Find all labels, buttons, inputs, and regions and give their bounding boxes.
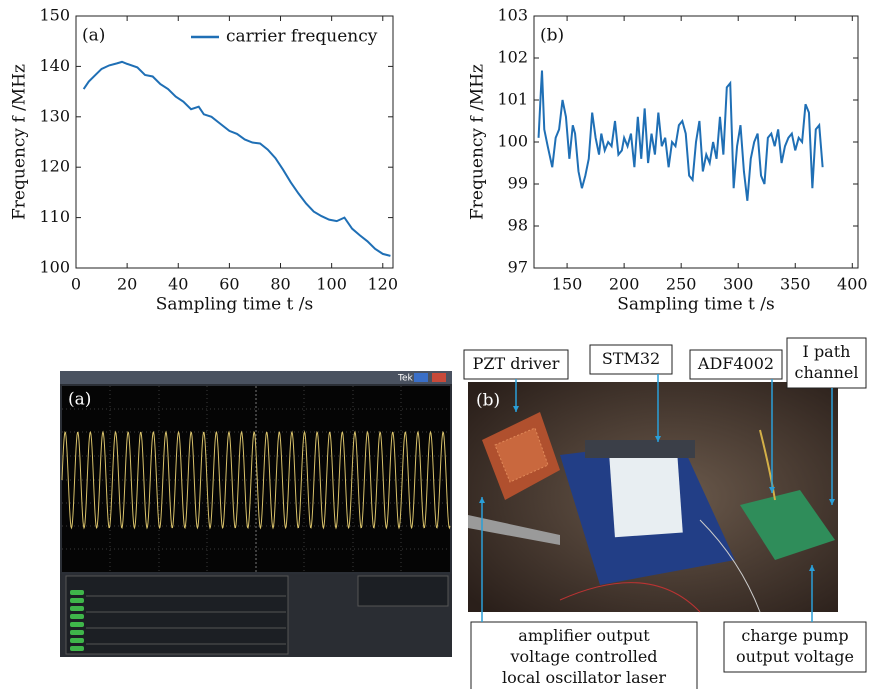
callout-box <box>589 344 673 375</box>
callout-box <box>723 621 867 673</box>
arrow-head <box>809 565 815 571</box>
y-tick-label: 150 <box>39 6 70 25</box>
y-tick-label: 120 <box>39 157 70 176</box>
arrow-head <box>769 487 775 493</box>
callout-text: charge pump <box>741 626 848 645</box>
x-tick-label: 200 <box>609 275 640 294</box>
y-tick-label: 102 <box>497 48 528 67</box>
arrow-head <box>513 406 519 412</box>
y-tick-label: 110 <box>39 207 70 226</box>
x-axis-label: Sampling time t /s <box>617 295 774 315</box>
x-axis-label: Sampling time t /s <box>156 295 313 315</box>
arrow-head <box>829 499 835 505</box>
x-tick-label: 150 <box>552 275 583 294</box>
x-tick-label: 80 <box>270 275 290 294</box>
y-tick-label: 101 <box>497 90 528 109</box>
callout-text: I path <box>803 342 851 361</box>
callout-text: amplifier output <box>518 626 650 645</box>
plot-frame <box>533 15 859 269</box>
y-tick-label: 103 <box>497 6 528 25</box>
callout-text: local oscillator laser <box>502 668 666 687</box>
callout-text: output voltage <box>736 647 854 666</box>
panel-label: (a) <box>82 26 105 46</box>
y-axis-label: Frequency f /MHz <box>10 64 30 220</box>
y-tick-label: 130 <box>39 106 70 125</box>
x-tick-label: 120 <box>368 275 399 294</box>
x-tick-label: 400 <box>837 275 868 294</box>
callout-text: voltage controlled <box>509 647 657 666</box>
y-axis-label: Frequency f /MHz <box>468 64 488 220</box>
x-tick-label: 0 <box>71 275 81 294</box>
x-tick-label: 20 <box>117 275 137 294</box>
x-tick-label: 350 <box>780 275 811 294</box>
x-tick-label: 60 <box>219 275 239 294</box>
callout-text: channel <box>795 363 859 382</box>
y-tick-label: 140 <box>39 56 70 75</box>
callout-text: ADF4002 <box>697 354 774 373</box>
panel-label: (b) <box>540 26 564 46</box>
callout-text: STM32 <box>602 349 660 368</box>
callout-box <box>689 349 783 380</box>
y-tick-label: 98 <box>508 216 528 235</box>
x-tick-label: 100 <box>316 275 347 294</box>
hardware-photo <box>468 382 838 613</box>
y-tick-label: 100 <box>497 132 528 151</box>
arrow-head <box>655 436 661 442</box>
arrow-head <box>479 497 485 503</box>
scope-brand: Tek <box>397 374 414 384</box>
callout-box <box>786 337 867 389</box>
oscilloscope-photo <box>60 371 452 657</box>
photo-label: (b) <box>476 391 500 411</box>
plot-frame <box>75 15 394 269</box>
x-tick-label: 300 <box>723 275 754 294</box>
legend-label: carrier frequency <box>226 27 378 47</box>
x-tick-label: 40 <box>168 275 188 294</box>
callout-text: PZT driver <box>473 354 560 373</box>
photo-label: (a) <box>68 390 91 410</box>
y-tick-label: 100 <box>39 258 70 277</box>
y-tick-label: 99 <box>508 174 528 193</box>
data-line <box>537 70 824 201</box>
y-tick-label: 97 <box>508 258 528 277</box>
callout-box <box>463 349 569 380</box>
data-line <box>82 60 391 257</box>
callout-box <box>470 621 698 689</box>
x-tick-label: 250 <box>666 275 697 294</box>
